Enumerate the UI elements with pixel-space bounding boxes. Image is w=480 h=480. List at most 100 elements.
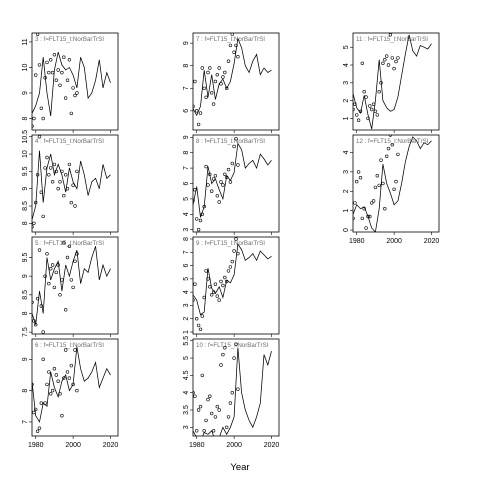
panel-frame (192, 236, 280, 335)
data-point (217, 298, 221, 302)
data-point (383, 57, 387, 62)
data-point (377, 183, 381, 188)
x-tick-label: 2020 (264, 442, 280, 449)
data-point (195, 429, 199, 433)
data-point (39, 106, 43, 111)
data-point (364, 226, 368, 230)
data-point (221, 283, 225, 288)
panel-data (193, 342, 272, 436)
data-point (356, 118, 361, 122)
panel-3: 5 : f=FLT15_l:NorBarTrSI 7.5 8 8.5 9 9.5 (22, 236, 119, 337)
data-point (71, 86, 75, 90)
data-point (41, 214, 45, 219)
data-point (211, 429, 216, 433)
data-point (193, 79, 197, 84)
data-point (215, 404, 220, 409)
data-point (371, 199, 376, 203)
data-point (219, 180, 223, 184)
y-tick-label: 9.5 (22, 253, 29, 263)
data-point (75, 91, 79, 95)
panel-title: 10 : f=FLT15_l:NorBarTrSI (196, 342, 269, 349)
data-point (204, 418, 208, 423)
y-tick-label: 9 (183, 135, 190, 139)
data-point (228, 180, 233, 184)
data-point (52, 162, 57, 167)
data-point (67, 244, 72, 249)
data-point (210, 411, 214, 416)
data-point (377, 89, 381, 94)
y-tick-label: 10.5 (22, 130, 29, 144)
data-point (54, 78, 58, 82)
data-point (47, 173, 51, 177)
data-point (373, 109, 378, 114)
y-tick-label: 10 (22, 150, 29, 158)
data-point (32, 382, 34, 387)
data-point (236, 251, 240, 256)
data-point (386, 63, 391, 67)
y-tick-label: 10 (22, 63, 29, 71)
data-point (211, 290, 216, 294)
data-point (58, 83, 62, 88)
y-tick-label: 3 (343, 170, 350, 174)
panel-title: 11 : f=FLT15_l:NorBarTrSI (356, 36, 428, 43)
data-point (226, 59, 231, 63)
data-point (215, 294, 220, 298)
panel-10: 12 : f=FLT15_l:NorBarTrSI 0 1 2 3 4 1980 2000 20… (343, 134, 439, 245)
data-point (368, 104, 372, 108)
data-point (43, 166, 47, 170)
data-point (75, 252, 79, 256)
data-point (47, 281, 51, 286)
data-point (41, 330, 45, 334)
series-line (193, 243, 272, 316)
data-point (204, 164, 208, 169)
series-line (193, 142, 272, 218)
data-point (388, 33, 393, 37)
x-tick-label: 1980 (28, 442, 44, 449)
data-point (196, 408, 201, 412)
data-point (33, 200, 38, 205)
data-point (202, 204, 206, 209)
data-point (195, 217, 199, 221)
data-point (373, 185, 378, 190)
data-point (71, 183, 75, 187)
data-point (225, 86, 229, 91)
data-point (45, 382, 49, 387)
data-point (52, 52, 57, 57)
y-tick-label: 8.5 (22, 201, 29, 211)
data-point (193, 282, 197, 286)
data-point (202, 295, 206, 300)
data-point (230, 391, 235, 395)
data-point (392, 66, 396, 71)
data-point (75, 388, 79, 393)
x-tick-label: 2020 (424, 238, 440, 245)
data-point (362, 207, 366, 211)
data-point (388, 135, 393, 137)
data-point (379, 81, 383, 85)
data-point (33, 73, 38, 77)
data-point (225, 279, 229, 284)
data-point (32, 300, 34, 304)
data-point (385, 154, 389, 159)
data-point (364, 95, 368, 99)
panel-1: 3 : f=FLT15_l:NorBarTrSI 8 9 10 11 (22, 32, 119, 133)
data-point (56, 187, 60, 191)
data-point (45, 252, 49, 256)
data-point (208, 172, 212, 177)
data-point (210, 293, 214, 297)
data-point (47, 370, 51, 374)
data-point (193, 391, 195, 395)
data-point (48, 392, 53, 396)
data-point (213, 174, 218, 178)
panel-data (32, 240, 111, 334)
data-point (52, 285, 57, 290)
data-point (33, 407, 38, 412)
data-point (65, 255, 70, 260)
data-point (368, 214, 372, 219)
data-point (234, 342, 238, 346)
data-point (73, 204, 77, 208)
y-tick-label: 7 (22, 420, 29, 424)
data-point (196, 122, 201, 127)
data-point (206, 183, 210, 187)
data-point (353, 102, 357, 106)
